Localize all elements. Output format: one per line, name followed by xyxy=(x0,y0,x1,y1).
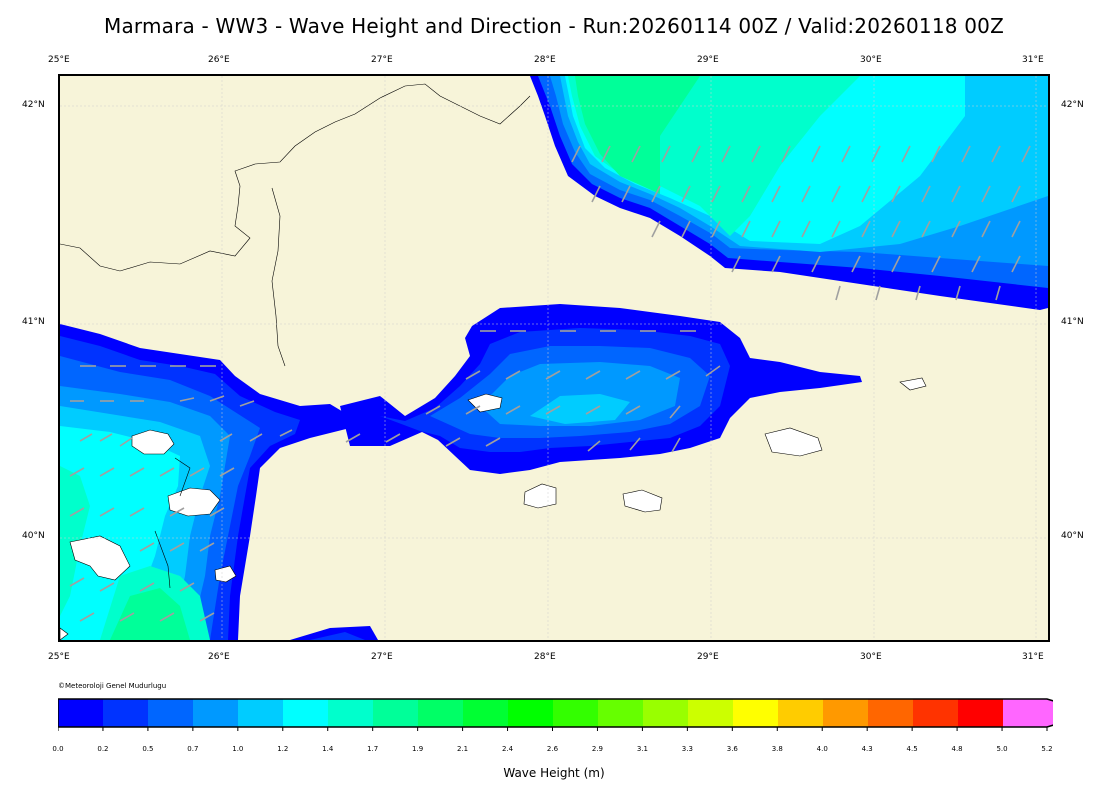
top-lon-label: 25°E xyxy=(48,55,70,65)
bottom-lon-label: 30°E xyxy=(860,652,882,662)
bottom-lon-label: 31°E xyxy=(1022,652,1044,662)
colorbar-tick-label: 3.8 xyxy=(771,745,783,753)
top-lon-label: 28°E xyxy=(534,55,556,65)
colorbar-swatch xyxy=(58,699,104,727)
wave-map[interactable] xyxy=(58,74,1050,642)
colorbar-swatch xyxy=(778,699,824,727)
colorbar-swatch xyxy=(238,699,284,727)
top-lon-label: 30°E xyxy=(860,55,882,65)
colorbar-tick-label: 0.0 xyxy=(52,745,64,753)
colorbar-tick-label: 2.6 xyxy=(546,745,559,753)
map-canvas xyxy=(60,76,1048,640)
colorbar-tick-label: 2.9 xyxy=(591,745,604,753)
bottom-lon-label: 25°E xyxy=(48,652,70,662)
arrow-row-marmara xyxy=(345,330,721,453)
gridlines xyxy=(60,76,1048,640)
colorbar-title: Wave Height (m) xyxy=(503,766,605,780)
colorbar-swatch xyxy=(598,699,644,727)
bottom-lon-label: 26°E xyxy=(208,652,230,662)
marmara-sea xyxy=(340,304,862,474)
colorbar-tick-label: 4.0 xyxy=(816,745,828,753)
colorbar-extend-arrow xyxy=(1003,699,1053,727)
country-borders xyxy=(60,83,531,589)
arrow-row-aegean xyxy=(69,365,293,622)
colorbar-tick-label: 2.1 xyxy=(457,745,469,753)
top-lon-label: 27°E xyxy=(371,55,393,65)
colorbar-swatch xyxy=(103,699,149,727)
top-lon-label: 29°E xyxy=(697,55,719,65)
colorbar-outline xyxy=(58,698,1053,728)
colorbar-swatch xyxy=(508,699,554,727)
colorbar-tick-label: 3.3 xyxy=(681,745,693,753)
arrow-row-black-sea xyxy=(571,145,1031,301)
colorbar-swatch xyxy=(148,699,194,727)
right-lat-label: 40°N xyxy=(1061,531,1084,541)
bottom-lon-label: 29°E xyxy=(697,652,719,662)
colorbar-swatch xyxy=(733,699,779,727)
colorbar-tick-label: 5.0 xyxy=(996,745,1008,753)
colorbar-swatch xyxy=(823,699,869,727)
colorbar-swatch xyxy=(643,699,689,727)
aegean-sea xyxy=(60,324,378,640)
black-sea xyxy=(530,76,1048,310)
colorbar-tick-label: 1.4 xyxy=(322,745,334,753)
colorbar-swatch xyxy=(193,699,239,727)
colorbar-tick-label: 0.2 xyxy=(97,745,109,753)
colorbar-tick-label: 0.7 xyxy=(187,745,199,753)
islands xyxy=(60,377,927,640)
right-lat-label: 41°N xyxy=(1061,317,1084,327)
colorbar-ticks xyxy=(58,727,1048,731)
left-lat-label: 41°N xyxy=(22,317,45,327)
colorbar-swatch xyxy=(418,699,464,727)
colorbar-swatch xyxy=(373,699,419,727)
left-lat-label: 42°N xyxy=(22,100,45,110)
colorbar-tick-label: 0.5 xyxy=(142,745,154,753)
colorbar-swatch xyxy=(463,699,509,727)
colorbar-tick-label: 1.7 xyxy=(367,745,379,753)
colorbar-tick-label: 4.5 xyxy=(906,745,918,753)
colorbar-tick-label: 3.1 xyxy=(636,745,648,753)
map-title: Marmara - WW3 - Wave Height and Directio… xyxy=(103,14,1004,38)
colorbar-tick-label: 4.3 xyxy=(861,745,873,753)
colorbar-swatch xyxy=(328,699,374,727)
right-lat-label: 42°N xyxy=(1061,100,1084,110)
credit-text: ©Meteoroloji Genel Mudurlugu xyxy=(58,682,167,690)
colorbar-swatch xyxy=(868,699,914,727)
colorbar-tick-label: 3.6 xyxy=(726,745,738,753)
colorbar-swatch xyxy=(688,699,734,727)
colorbar-swatch xyxy=(283,699,329,727)
colorbar-swatch xyxy=(553,699,599,727)
top-lon-label: 31°E xyxy=(1022,55,1044,65)
wave-arrows xyxy=(69,145,1031,622)
bottom-lon-label: 27°E xyxy=(371,652,393,662)
bottom-lon-label: 28°E xyxy=(534,652,556,662)
colorbar-tick-label: 1.2 xyxy=(277,745,289,753)
colorbar-swatch xyxy=(958,699,1004,727)
colorbar-tick-label: 1.9 xyxy=(412,745,424,753)
left-lat-label: 40°N xyxy=(22,531,45,541)
colorbar-tick-label: 5.2 xyxy=(1041,745,1053,753)
colorbar-tick-label: 4.8 xyxy=(951,745,963,753)
top-lon-label: 26°E xyxy=(208,55,230,65)
colorbar-tick-label: 2.4 xyxy=(501,745,514,753)
colorbar-tick-label: 1.0 xyxy=(232,745,244,753)
colorbar-swatch xyxy=(913,699,959,727)
colorbar xyxy=(58,698,1053,731)
colorbar-swatches xyxy=(58,698,1053,728)
